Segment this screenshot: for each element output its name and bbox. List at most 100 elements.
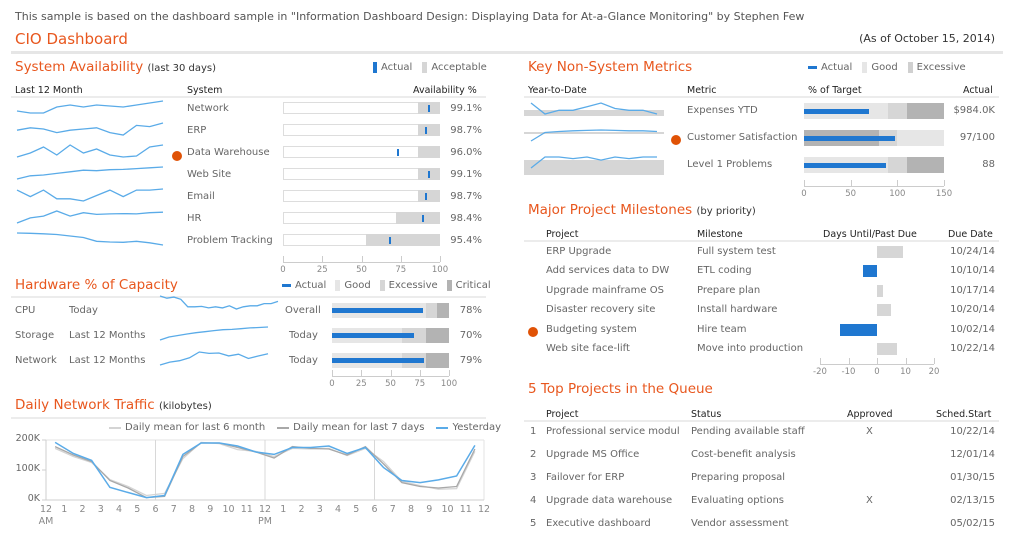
sparkline-12-month: [16, 122, 164, 136]
yesterday-swatch-icon: [436, 426, 449, 429]
ytd-sparkline: [530, 129, 658, 142]
x-tick-label: 12: [258, 504, 272, 515]
axis-tick-label: 50: [356, 265, 367, 275]
due-date: 10/17/14: [950, 284, 995, 296]
due-date: 10/22/14: [950, 343, 995, 354]
sparkline-12-month: [16, 100, 164, 114]
header-divider: [524, 240, 999, 242]
actual-bar: [804, 136, 895, 141]
hardware-period: Today: [69, 305, 98, 316]
actual-marker: [428, 171, 430, 178]
col-sched-start: Sched.Start: [936, 409, 992, 420]
availability-value: 95.4%: [450, 235, 482, 246]
queue-rank: 5: [530, 518, 537, 529]
queue-project: Upgrade MS Office: [546, 449, 640, 460]
sparkline-path: [530, 156, 657, 169]
queue-approved: X: [866, 495, 873, 506]
milestone-project: Budgeting system: [546, 323, 637, 335]
axis-tick-label: 100: [889, 189, 906, 199]
queue-project: Executive dashboard: [546, 518, 651, 529]
hardware-name: CPU: [15, 305, 36, 316]
sparkline-path: [16, 232, 164, 246]
milestone-project: Disaster recovery site: [546, 304, 656, 316]
legend-good: Good: [871, 62, 898, 73]
key-metrics-axis-line: [804, 186, 944, 187]
legend-actual: Actual: [821, 62, 853, 73]
queue-rank: 2: [530, 449, 537, 460]
queue-rank: 4: [530, 495, 537, 506]
legend-yesterday: Yesterday: [452, 422, 502, 433]
sparkline-path: [16, 122, 164, 136]
axis-tick-label: 150: [935, 189, 953, 199]
x-tick-label: 7: [389, 504, 396, 515]
legend-acceptable: Acceptable: [431, 62, 487, 73]
axis-tick: [944, 180, 945, 186]
sparkline-12-month: [16, 232, 164, 246]
col-actual: Actual: [963, 85, 993, 96]
axis-tick-label: 20: [928, 367, 940, 377]
six-month-swatch-icon: [109, 426, 121, 429]
x-tick-label: 5: [134, 504, 141, 515]
availability-value: 98.7%: [450, 125, 482, 136]
availability-value: 98.4%: [450, 213, 482, 224]
x-tick-sublabel: PM: [258, 516, 272, 527]
days-until-bar: [877, 304, 892, 317]
alert-dot-icon: [671, 135, 681, 145]
sparkline-path: [16, 210, 164, 224]
queue-title: 5 Top Projects in the Queue: [528, 381, 713, 397]
axis-tick-label: 75: [414, 379, 426, 389]
x-tick-label: 7: [170, 504, 177, 515]
axis-tick: [848, 358, 850, 364]
axis-tick: [877, 358, 878, 364]
metric-name: Expenses YTD: [687, 105, 758, 116]
header-divider: [524, 96, 999, 98]
axis-tick: [850, 180, 852, 186]
system-availability-legend: Actual Acceptable: [373, 62, 487, 73]
availability-value: 99.1%: [450, 103, 482, 114]
hardware-divider: [11, 296, 486, 298]
col-project: Project: [546, 409, 579, 420]
metric-name: Level 1 Problems: [687, 159, 773, 170]
axis-tick-label: 50: [385, 379, 396, 389]
traffic-divider: [11, 417, 486, 419]
axis-tick-label: -20: [813, 367, 827, 377]
legend-actual: Actual: [381, 62, 413, 73]
hardware-measure: Today: [289, 355, 318, 366]
axis-tick-label: 25: [355, 379, 367, 389]
hardware-name: Network: [15, 355, 57, 366]
queue-rank: 1: [530, 426, 537, 437]
queue-sched-start: 02/13/15: [950, 495, 995, 506]
x-tick-label: 5: [353, 504, 360, 515]
critical-range: [425, 353, 449, 368]
availability-bar-bg: [283, 168, 440, 180]
sparkline-path: [159, 326, 269, 341]
queue-status: Pending available staff: [691, 426, 805, 437]
excessive-swatch-icon: [379, 280, 385, 291]
axis-tick: [440, 256, 441, 262]
actual-marker: [428, 105, 430, 112]
x-tick-label: 8: [407, 504, 415, 515]
alert-dot-icon: [172, 151, 182, 161]
x-tick-label: 12: [477, 504, 491, 515]
due-date: 10/24/14: [950, 246, 995, 257]
hardware-title: Hardware % of Capacity: [15, 277, 178, 293]
queue-status: Cost-benefit analysis: [691, 449, 796, 460]
actual-bar: [332, 308, 424, 313]
x-tick-label: 10: [441, 504, 454, 515]
actual-bar: [332, 358, 425, 363]
col-project: Project: [546, 229, 579, 240]
days-until-bar: [877, 246, 903, 258]
col-milestone: Milestone: [697, 229, 743, 240]
axis-tick: [332, 370, 333, 376]
col-ytd: Year-to-Date: [528, 85, 587, 96]
legend-excessive: Excessive: [916, 62, 966, 73]
section-title-text: Major Project Milestones: [528, 202, 693, 218]
system-name: HR: [187, 213, 202, 224]
acceptable-range: [366, 234, 440, 246]
availability-value: 98.7%: [450, 191, 482, 202]
axis-tick-label: 0: [874, 367, 880, 377]
axis-tick: [820, 358, 821, 364]
x-tick-label: 11: [459, 504, 472, 515]
hardware-period: Last 12 Months: [69, 330, 146, 341]
metric-value: $984.0K: [953, 105, 995, 116]
